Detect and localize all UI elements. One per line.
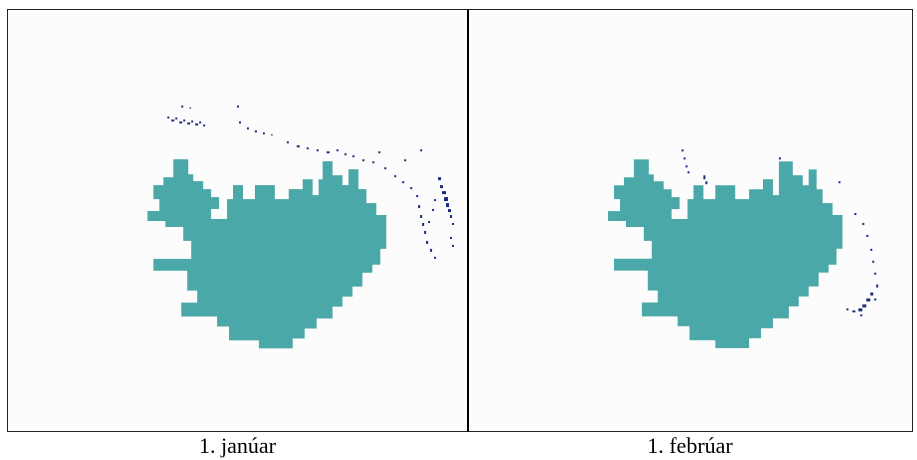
iceland-landmass xyxy=(608,159,843,349)
map-panel-february xyxy=(467,9,913,432)
map-january xyxy=(147,105,454,349)
map-february xyxy=(608,149,879,349)
map-panel-january xyxy=(7,9,468,432)
caption-february: 1. febrúar xyxy=(647,433,733,458)
caption-january: 1. janúar xyxy=(199,433,276,458)
iceland-landmass xyxy=(147,159,387,349)
sea-ice-drift-points xyxy=(681,149,879,317)
sea-ice-drift-points xyxy=(167,105,454,259)
